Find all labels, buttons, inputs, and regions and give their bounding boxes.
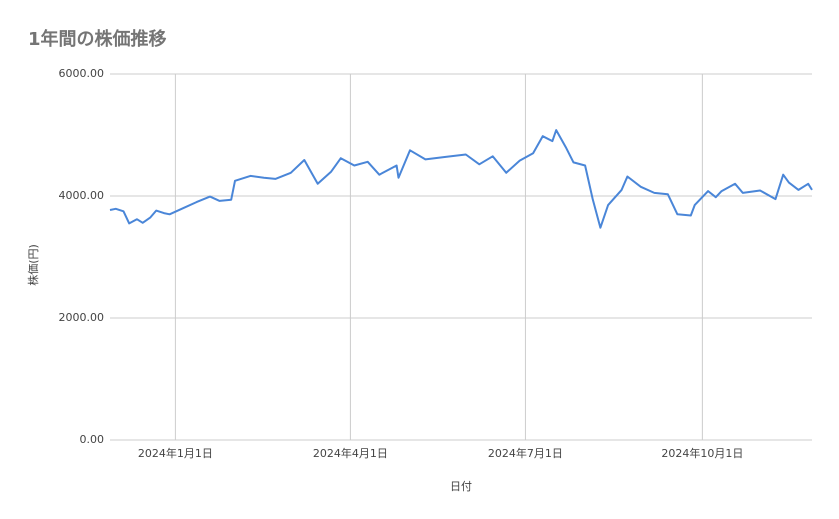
- x-tick-label: 2024年7月1日: [488, 446, 563, 460]
- y-tick-label: 4000.00: [59, 189, 105, 202]
- price-line: [109, 129, 813, 229]
- x-axis-title: 日付: [450, 480, 472, 493]
- y-axis-title: 株価(円): [26, 244, 40, 286]
- chart-title: 1年間の株価推移: [28, 28, 167, 50]
- x-tick-label: 2024年10月1日: [661, 446, 743, 460]
- y-tick-label: 2000.00: [59, 311, 105, 324]
- x-tick-label: 2024年4月1日: [313, 446, 388, 460]
- y-tick-label: 6000.00: [59, 67, 105, 80]
- x-tick-label: 2024年1月1日: [138, 446, 213, 460]
- y-tick-label: 0.00: [80, 433, 105, 446]
